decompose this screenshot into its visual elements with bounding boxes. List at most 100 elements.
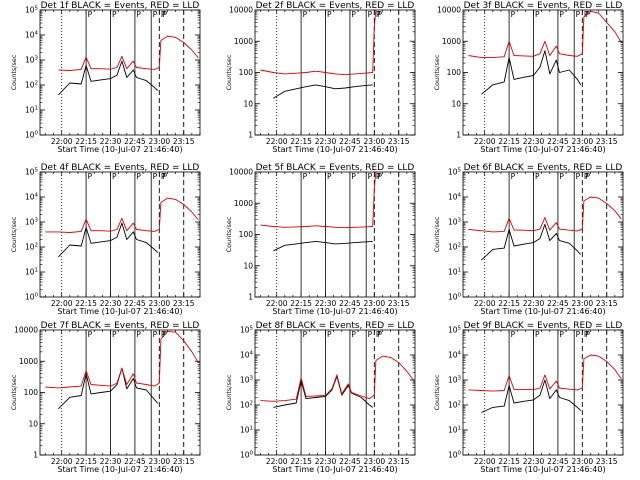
x-axis-title: Start Time (10-Jul-07 21:46:40) <box>480 145 605 154</box>
x-tick-label: 22:45 <box>547 299 569 308</box>
marker-label: P <box>511 330 516 339</box>
chart-title: Det 1f BLACK = Events, RED = LLD <box>41 1 200 11</box>
y-tick-label: 104 <box>25 193 39 202</box>
marker-label: P <box>576 10 581 19</box>
series-line-lld <box>468 354 622 392</box>
y-axis-title: Counts/sec <box>225 216 233 252</box>
x-tick-label: 22:45 <box>124 137 146 146</box>
marker-label: P <box>535 10 540 19</box>
marker-label: P <box>376 172 381 181</box>
marker-label: P <box>327 10 332 19</box>
series-line-lld <box>45 330 199 389</box>
x-tick-label: 22:45 <box>547 457 569 466</box>
marker-label: P <box>153 330 158 339</box>
marker-label: P <box>136 330 141 339</box>
series-line-events <box>58 60 159 96</box>
marker-label: P <box>88 330 93 339</box>
y-tick-label: 104 <box>25 31 39 40</box>
x-tick-label: 22:30 <box>315 299 337 308</box>
x-tick-label: 22:15 <box>75 137 97 146</box>
marker-label: P <box>88 172 93 181</box>
plot-frame <box>39 9 201 136</box>
y-tick-label: 101 <box>240 426 253 435</box>
marker-label: P <box>368 10 373 19</box>
y-tick-label: 105 <box>448 326 462 335</box>
y-tick-label: 103 <box>25 218 39 227</box>
x-tick-label: 22:30 <box>523 137 545 146</box>
plot-frame <box>462 9 624 136</box>
chart-title: Det 6f BLACK = Events, RED = LLD <box>464 163 623 173</box>
marker-label: P <box>112 10 117 19</box>
marker-label: P <box>535 330 540 339</box>
marker-label: P <box>576 172 581 181</box>
x-tick-label: 22:30 <box>523 457 545 466</box>
marker-label: P <box>535 172 540 181</box>
y-tick-label: 1000 <box>234 37 253 46</box>
plot-frame <box>254 329 416 456</box>
x-tick-label: 22:00 <box>474 299 496 308</box>
x-axis-title: Start Time (10-Jul-07 21:46:40) <box>480 307 605 316</box>
x-tick-label: 22:30 <box>315 457 337 466</box>
plot-frame <box>254 9 416 136</box>
y-tick-label: 102 <box>240 401 253 410</box>
x-tick-label: 22:00 <box>51 299 73 308</box>
y-tick-label: 101 <box>25 106 38 115</box>
y-tick-label: 1 <box>248 293 253 302</box>
x-tick-label: 22:15 <box>498 299 520 308</box>
series-line-lld <box>45 197 199 233</box>
x-tick-label: 23:15 <box>173 299 195 308</box>
marker-label: P <box>576 330 581 339</box>
y-tick-label: 1000 <box>19 357 38 366</box>
y-tick-label: 102 <box>25 243 38 252</box>
y-axis-title: Counts/sec <box>10 374 18 410</box>
y-tick-label: 102 <box>448 401 461 410</box>
x-axis-title: Start Time (10-Jul-07 21:46:40) <box>57 465 182 474</box>
marker-label: P <box>327 330 332 339</box>
x-tick-label: 23:15 <box>388 137 410 146</box>
y-tick-label: 103 <box>448 376 462 385</box>
series-line-lld <box>260 171 377 229</box>
y-tick-label: 10 <box>243 261 253 270</box>
marker-label: P <box>351 330 356 339</box>
series-line-events <box>273 84 373 99</box>
x-tick-label: 23:00 <box>572 137 594 146</box>
x-tick-label: 22:45 <box>124 299 146 308</box>
x-tick-label: 23:15 <box>596 457 618 466</box>
x-tick-label: 23:00 <box>572 299 594 308</box>
y-tick-label: 1000 <box>442 37 461 46</box>
y-axis-title: Counts/sec <box>433 374 441 410</box>
marker-label: P <box>303 172 308 181</box>
x-tick-label: 22:30 <box>100 457 122 466</box>
series-line-lld <box>260 9 377 76</box>
series-line-lld <box>58 35 199 71</box>
y-tick-label: 100 <box>240 451 254 460</box>
x-tick-label: 23:00 <box>149 457 171 466</box>
marker-label: P <box>368 330 373 339</box>
x-tick-label: 22:45 <box>339 137 361 146</box>
x-tick-label: 23:15 <box>596 137 618 146</box>
y-axis-title: Counts/sec <box>433 54 441 90</box>
series-line-lld <box>468 196 622 233</box>
series-line-events <box>273 375 373 408</box>
x-axis-title: Start Time (10-Jul-07 21:46:40) <box>272 145 397 154</box>
y-tick-label: 100 <box>447 68 462 77</box>
x-tick-label: 23:15 <box>388 457 410 466</box>
y-tick-label: 1 <box>33 451 38 460</box>
x-tick-label: 22:00 <box>51 457 73 466</box>
series-line-events <box>273 240 373 252</box>
y-tick-label: 10 <box>243 99 253 108</box>
y-tick-label: 104 <box>448 351 462 360</box>
x-tick-label: 22:00 <box>266 457 288 466</box>
x-tick-label: 22:15 <box>290 457 312 466</box>
x-tick-label: 22:45 <box>339 299 361 308</box>
marker-label: P <box>303 330 308 339</box>
x-tick-label: 22:45 <box>339 457 361 466</box>
x-tick-label: 22:45 <box>124 457 146 466</box>
marker-label: P <box>559 172 564 181</box>
y-tick-label: 103 <box>240 376 254 385</box>
x-tick-label: 22:15 <box>290 137 312 146</box>
y-tick-label: 101 <box>448 426 461 435</box>
marker-label: P <box>585 172 590 181</box>
